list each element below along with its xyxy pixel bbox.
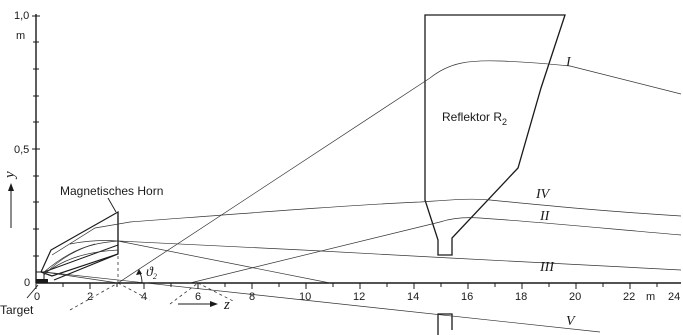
z-tick-label-12: 12 [353,291,365,303]
z-tick-label-8: 8 [249,291,255,303]
angle-arrow-icon [136,269,142,275]
z-tick-label-0: 0 [34,291,40,303]
magnetic-horn: Magnetisches Horn [40,184,163,281]
y-tick-label-0: 0 [24,277,30,289]
angle-label-main: ϑ [146,265,154,280]
z-tick-label-10: 10 [299,291,311,303]
trajectory-label-4: IV [535,187,551,202]
target-label: Target [0,303,34,317]
reflector-label-main: Reflektor R [442,110,502,124]
z-tick-label-18: 18 [515,291,527,303]
trajectories: I IV II III V [43,55,682,333]
z-tick-label-6: 6 [195,291,201,303]
horn-label: Magnetisches Horn [60,184,163,198]
y-tick-label-1: 1,0 [14,10,29,22]
y-unit-label: m [16,30,25,42]
angle-marker: ϑ2 [136,265,157,284]
trajectory-label-5: V [566,314,576,329]
z-axis-name: z [223,297,230,313]
trajectory-label-3: III [539,260,555,275]
trajectory-label-2: II [539,209,551,224]
z-axis: 0 2 4 6 8 10 12 14 16 18 20 22 m 24 z [34,282,681,313]
reflector-label: Reflektor R2 [442,110,507,127]
reflector: Reflektor R2 [424,14,566,335]
y-tick-label-05: 0,5 [14,144,29,156]
z-tick-label-22: 22 [623,291,635,303]
z-axis-arrow-icon [210,301,218,307]
y-axis-name: y [2,171,18,180]
y-axis-arrow-icon [8,183,14,191]
target-element: Target [0,271,48,317]
z-tick-label-14: 14 [407,291,419,303]
z-tick-label-16: 16 [461,291,473,303]
z-tick-label-2: 2 [87,291,93,303]
y-axis: 1,0 m 0,5 0 y [2,10,40,289]
reflector-label-sub: 2 [502,117,507,127]
z-tick-label-4: 4 [141,291,147,303]
angle-label: ϑ2 [146,265,157,281]
angle-label-sub: 2 [153,272,157,281]
z-unit-label: m [646,291,655,303]
trajectory-label-1: I [565,55,572,70]
z-tick-label-20: 20 [569,291,581,303]
z-tick-label-24: 24 [668,291,680,303]
